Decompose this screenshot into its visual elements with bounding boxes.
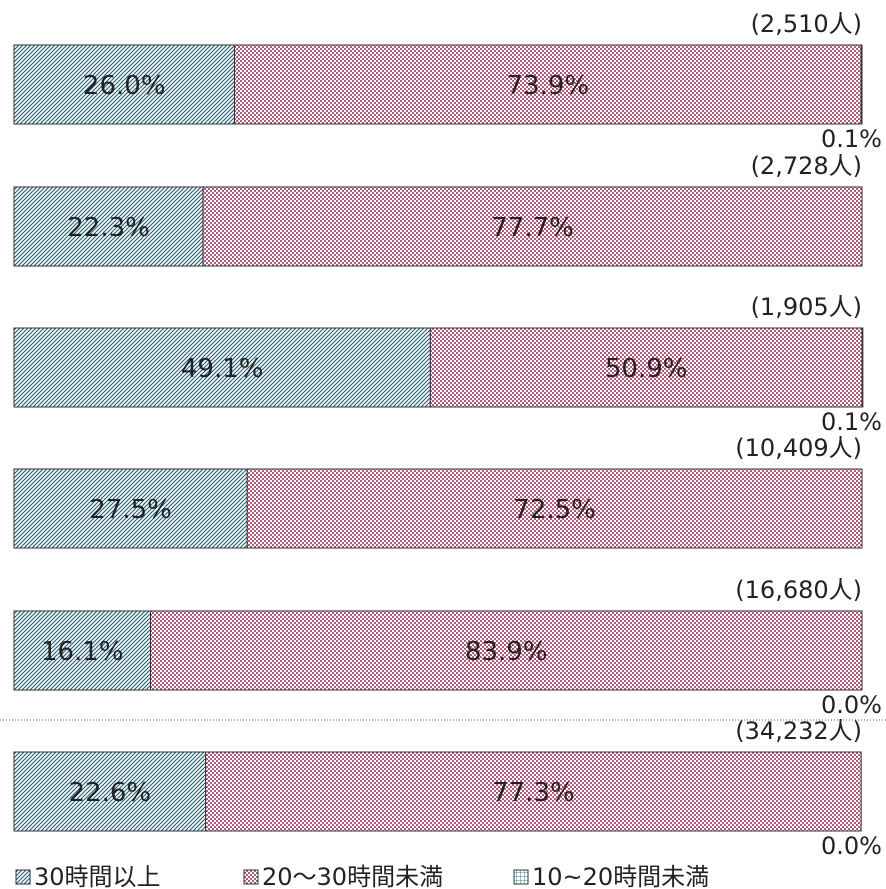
bar-segment [861, 327, 864, 408]
legend-swatch [15, 869, 31, 885]
bar-segment [150, 610, 863, 691]
legend-swatch [513, 869, 529, 885]
value-label: 16.1% [41, 637, 124, 667]
total-label: (34,232人) [735, 717, 862, 745]
bar-segment [13, 186, 204, 267]
value-label: 0.1% [821, 408, 882, 436]
bar-segment [246, 468, 863, 549]
legend-swatch [243, 869, 259, 885]
value-label: 26.0% [83, 71, 166, 101]
value-label: 72.5% [513, 495, 596, 525]
value-label: 22.3% [67, 213, 150, 243]
value-label: 0.1% [821, 125, 882, 153]
value-label: 77.7% [491, 213, 574, 243]
value-label: 77.3% [492, 778, 575, 808]
bar-segment [205, 751, 862, 832]
total-label: (1,905人) [751, 293, 862, 321]
legend-label: 20～30時間未満 [262, 863, 443, 889]
total-label: (2,510人) [751, 10, 862, 38]
value-label: 83.9% [465, 637, 548, 667]
bar-segment [860, 44, 863, 125]
bar-segment [429, 327, 863, 408]
legend-label: 30時間以上 [34, 863, 161, 889]
bar-segment [13, 751, 207, 832]
bar-segment [13, 327, 431, 408]
bar-segment [233, 44, 862, 125]
value-label: 49.1% [181, 354, 264, 384]
bar-segment [202, 186, 863, 267]
legend-label: 10~20時間未満 [532, 863, 709, 889]
bar-segment [13, 44, 235, 125]
value-label: 0.0% [821, 691, 882, 719]
bar-segment [13, 468, 248, 549]
value-label: 73.9% [507, 71, 590, 101]
value-label: 22.6% [69, 778, 152, 808]
total-label: (10,409人) [735, 434, 862, 462]
total-label: (2,728人) [751, 152, 862, 180]
value-label: 27.5% [89, 495, 172, 525]
value-label: 50.9% [605, 354, 688, 384]
value-label: 0.0% [821, 832, 882, 860]
total-label: (16,680人) [735, 576, 862, 604]
